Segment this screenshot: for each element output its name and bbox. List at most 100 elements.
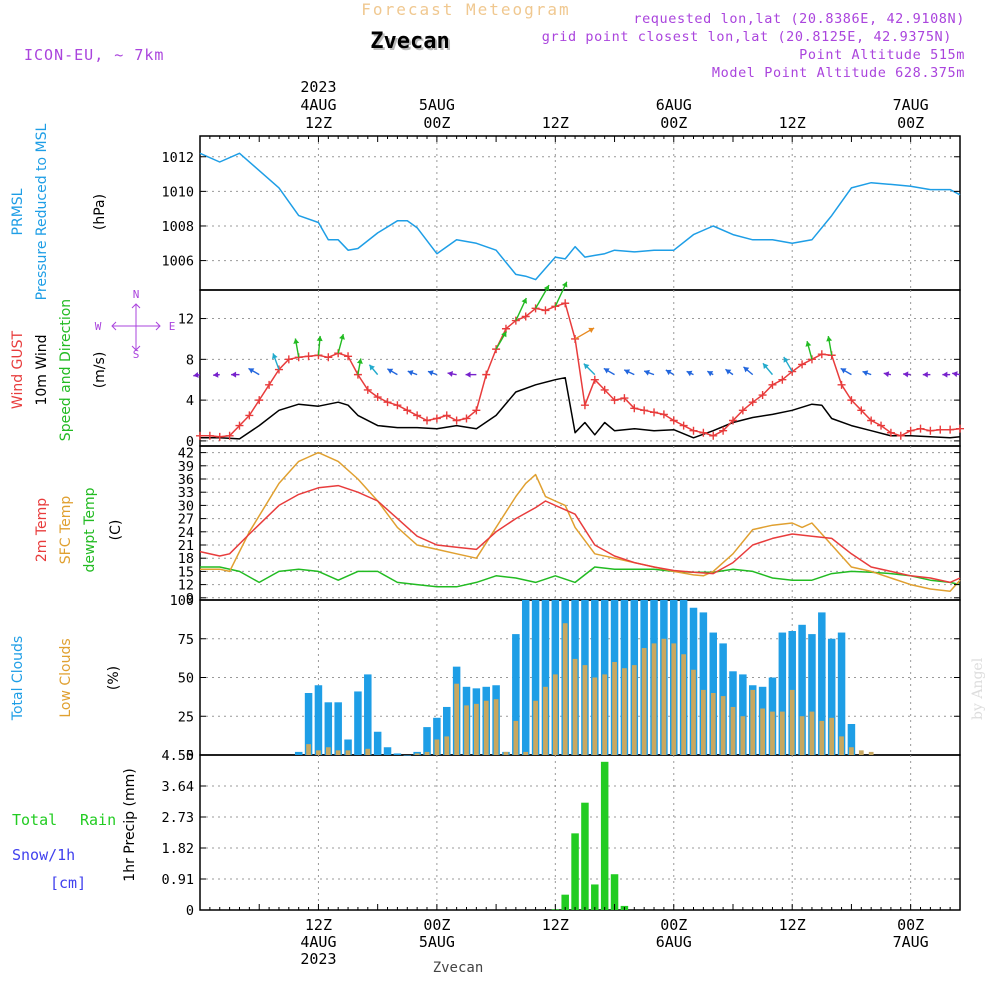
low-cloud-bar xyxy=(809,711,815,755)
gust-marker xyxy=(344,352,353,361)
gust-marker xyxy=(768,380,777,389)
low-cloud-bar xyxy=(710,693,716,755)
gust-marker xyxy=(393,401,402,410)
gust-marker xyxy=(906,426,915,435)
rain-bar xyxy=(591,884,599,910)
wind-label-dir: Speed and Direction xyxy=(58,299,74,441)
low-cloud-bar xyxy=(365,748,371,755)
total-cloud-bar xyxy=(739,674,747,755)
low-cloud-bar xyxy=(701,689,706,755)
time-label-top: 00Z xyxy=(423,114,450,132)
wind-arrow-head xyxy=(465,371,471,378)
y-tick-label: 24 xyxy=(178,525,194,541)
gust-marker xyxy=(610,396,619,405)
gust-marker xyxy=(541,306,550,315)
time-label-top: 2023 xyxy=(300,78,336,96)
low-cloud-bar xyxy=(533,700,538,755)
low-cloud-bar xyxy=(661,638,667,755)
y-tick-label: 33 xyxy=(178,485,194,501)
precip-label-cm: [cm] xyxy=(50,874,86,892)
y-tick-label: 27 xyxy=(178,512,194,528)
total-cloud-bar xyxy=(837,632,846,755)
low-cloud-bar xyxy=(325,747,331,755)
gust-marker xyxy=(235,421,244,430)
wind-arrow-head xyxy=(826,336,833,342)
total-cloud-bar xyxy=(699,612,708,755)
total-cloud-bar xyxy=(304,693,313,755)
time-label-bottom: 6AUG xyxy=(656,933,692,951)
total-cloud-bar xyxy=(314,685,323,755)
compass-e: E xyxy=(169,320,176,333)
y-tick-label: 39 xyxy=(178,459,194,475)
gust-marker xyxy=(600,385,609,394)
time-label-bottom: 4AUG xyxy=(300,933,336,951)
y-tick-label: 4 xyxy=(186,393,194,409)
low-cloud-bar xyxy=(770,711,775,755)
time-label-top: 00Z xyxy=(660,114,687,132)
y-tick-label: 3.64 xyxy=(161,779,194,795)
gust-marker xyxy=(926,426,935,435)
low-cloud-bar xyxy=(681,654,687,755)
low-cloud-bar xyxy=(335,750,341,755)
total-cloud-bar xyxy=(521,600,530,755)
total-cloud-bar xyxy=(334,702,342,755)
gust-marker xyxy=(482,370,491,379)
wind-arrow-head xyxy=(248,368,255,374)
y-tick-label: 21 xyxy=(178,538,194,554)
total-cloud-bar xyxy=(373,731,382,755)
total-cloud-bar xyxy=(798,624,806,755)
wind-arrow-head xyxy=(942,371,948,378)
total-cloud-bar xyxy=(403,755,412,756)
gust-marker xyxy=(561,299,570,308)
wind-arrow-head xyxy=(369,364,375,371)
low-cloud-bar xyxy=(414,753,420,755)
gust-marker xyxy=(679,421,688,430)
low-cloud-bar xyxy=(552,674,558,755)
temp-label-unit: (C) xyxy=(108,520,124,541)
total-cloud-bar xyxy=(827,638,836,755)
gust-marker xyxy=(699,428,708,437)
pressure-label-prmsl: PRMSL xyxy=(10,188,26,235)
total-cloud-bar xyxy=(531,600,540,755)
gust-marker xyxy=(590,375,599,384)
low-cloud-bar xyxy=(454,683,459,755)
y-tick-label: 0 xyxy=(186,434,194,450)
low-cloud-bar xyxy=(582,665,588,755)
wind-arrow-head xyxy=(952,371,958,378)
gust-marker xyxy=(205,431,214,440)
gust-marker xyxy=(857,406,866,415)
time-label-top: 12Z xyxy=(779,114,806,132)
total-cloud-bar xyxy=(778,632,787,755)
wind-arrow-head xyxy=(840,368,847,374)
low-cloud-bar xyxy=(671,643,677,755)
gust-marker xyxy=(373,393,382,402)
time-label-top: 00Z xyxy=(897,114,924,132)
pressure-label-unit: (hPa) xyxy=(92,194,108,230)
axis-labels: 1006100810101012048129121518212427303336… xyxy=(10,78,929,968)
location-title-shadow: Zvecan xyxy=(372,31,451,56)
gust-marker xyxy=(798,360,807,369)
gust-marker xyxy=(363,385,372,394)
wind-arrow-head xyxy=(231,371,237,378)
total-cloud-bar xyxy=(847,724,856,755)
wind-arrow-head xyxy=(624,369,631,375)
wind-arrow-head xyxy=(922,371,928,378)
wind-arrow-head xyxy=(707,371,714,377)
compass-w: W xyxy=(95,320,102,333)
gust-marker xyxy=(719,426,728,435)
time-label-bottom: 00Z xyxy=(660,916,687,934)
gust-marker xyxy=(225,431,234,440)
time-label-bottom: 12Z xyxy=(542,916,569,934)
low-cloud-bar xyxy=(316,750,321,755)
low-cloud-bar xyxy=(345,750,351,755)
y-tick-label: 1.82 xyxy=(161,841,194,857)
low-cloud-bar xyxy=(779,711,785,755)
low-cloud-bar xyxy=(602,674,608,755)
total-cloud-bar xyxy=(423,727,431,755)
wind-arrow-head xyxy=(387,368,394,374)
total-cloud-bar xyxy=(541,600,550,755)
gust-marker xyxy=(551,302,560,311)
y-tick-label: 15 xyxy=(178,564,194,580)
y-tick-label: 1006 xyxy=(161,254,194,270)
